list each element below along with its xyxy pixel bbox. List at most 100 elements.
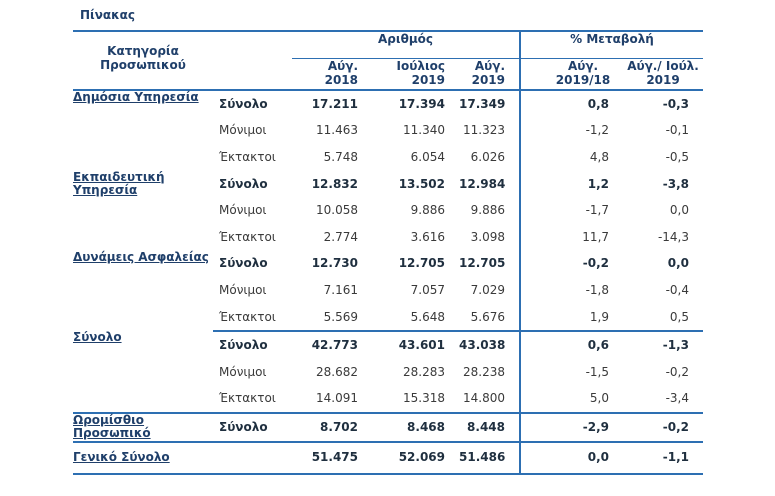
col-header-pct-yoy: Αύγ. 2019/18 bbox=[543, 58, 624, 91]
row-label: Σύνολο bbox=[219, 256, 268, 271]
value-aug2018: 42.773 bbox=[311, 338, 358, 353]
value-pct-yoy: 11,7 bbox=[582, 229, 610, 244]
value-aug2019: 5.676 bbox=[459, 303, 522, 333]
value-aug2019: 28.238 bbox=[459, 358, 522, 386]
value-pct-mom: -3,4 bbox=[623, 385, 704, 415]
value-jul2019: 5.648 bbox=[372, 303, 459, 333]
category-link[interactable]: Δυνάμεις Ασφαλείας bbox=[73, 249, 209, 264]
value-aug2018: 14.091 bbox=[292, 385, 372, 415]
value-jul2019: 13.502 bbox=[398, 176, 445, 191]
category-link[interactable]: Δημόσια Υπηρεσία bbox=[73, 90, 199, 104]
row-label: Σύνολο bbox=[219, 338, 268, 353]
value-aug2019: 3.098 bbox=[459, 223, 522, 251]
row-label: Μόνιμοι bbox=[219, 282, 267, 297]
change-group-header: % Μεταβολή bbox=[520, 30, 704, 59]
value-pct-mom: -14,3 bbox=[657, 229, 690, 244]
category-link[interactable]: Ωρομίσθιο Προσωπικό bbox=[73, 413, 213, 443]
value-pct-yoy: 0,6 bbox=[587, 338, 610, 353]
value-pct-yoy: 1,2 bbox=[587, 176, 610, 191]
row-label: Μόνιμοι bbox=[219, 364, 267, 379]
value-pct-yoy: -1,2 bbox=[585, 123, 610, 138]
value-pct-yoy: -1,5 bbox=[585, 364, 610, 379]
row-label: Σύνολο bbox=[219, 176, 268, 191]
value-aug2019: 12.984 bbox=[459, 170, 522, 198]
personnel-table: Κατηγορία Προσωπικού Αριθμός % Μεταβολή … bbox=[73, 30, 704, 475]
category-link[interactable]: Εκπαιδευτική Υπηρεσία bbox=[73, 169, 165, 197]
table-row: Έκτακτοι 2.774 3.616 3.098 11,7 -14,3 bbox=[73, 223, 703, 251]
value-jul2019: 28.283 bbox=[403, 364, 445, 379]
value-pct-mom: 0,0 bbox=[669, 203, 690, 218]
table-row: Ωρομίσθιο Προσωπικό Σύνολο 8.702 8.468 8… bbox=[73, 413, 704, 443]
table-row: Μόνιμοι 28.682 28.283 28.238 -1,5 -0,2 bbox=[73, 358, 703, 386]
value-jul2019: 43.601 bbox=[398, 338, 445, 353]
row-label: Έκτακτοι bbox=[219, 229, 276, 244]
value-pct-mom: 0,5 bbox=[623, 303, 704, 333]
value-jul2019: 6.054 bbox=[410, 149, 445, 164]
row-label: Μόνιμοι bbox=[219, 203, 267, 218]
value-jul2019: 15.318 bbox=[372, 385, 459, 415]
col-header-jul2019: Ιούλιος 2019 bbox=[372, 58, 459, 91]
table-row: Δυνάμεις Ασφαλείας Σύνολο 12.730 12.705 … bbox=[73, 250, 703, 278]
value-pct-yoy: -0,2 bbox=[582, 256, 610, 271]
value-aug2019: 9.886 bbox=[459, 197, 522, 224]
value-pct-yoy: 5,0 bbox=[543, 385, 624, 415]
value-aug2018: 51.475 bbox=[292, 441, 372, 475]
value-jul2019: 11.340 bbox=[403, 123, 445, 138]
table-row: Εκπαιδευτική Υπηρεσία Σύνολο 12.832 13.5… bbox=[73, 170, 703, 198]
value-pct-yoy: -1,8 bbox=[585, 282, 610, 297]
value-aug2019: 43.038 bbox=[459, 331, 522, 359]
value-jul2019: 9.886 bbox=[410, 203, 445, 218]
table-row: Έκτακτοι 5.569 5.648 5.676 1,9 0,5 bbox=[73, 303, 704, 333]
value-jul2019: 17.394 bbox=[398, 96, 445, 111]
category-link[interactable]: Γενικό Σύνολο bbox=[73, 441, 292, 475]
col-header-aug2019: Αύγ. 2019 bbox=[459, 58, 522, 91]
value-aug2018: 12.832 bbox=[311, 176, 358, 191]
value-aug2018: 5.748 bbox=[323, 149, 358, 164]
category-link[interactable]: Σύνολο bbox=[73, 331, 213, 415]
value-pct-yoy: -1,7 bbox=[585, 203, 610, 218]
value-jul2019: 7.057 bbox=[410, 282, 445, 297]
value-pct-yoy: -2,9 bbox=[543, 413, 624, 443]
value-aug2019: 8.448 bbox=[459, 413, 522, 443]
table-row: Έκτακτοι 5.748 6.054 6.026 4,8 -0,5 bbox=[73, 144, 703, 171]
value-aug2018: 10.058 bbox=[316, 203, 358, 218]
value-pct-mom: -0,2 bbox=[623, 413, 704, 443]
value-pct-mom: -0,3 bbox=[662, 96, 690, 111]
table-caption: Πίνακας bbox=[80, 8, 136, 22]
value-pct-mom: -0,1 bbox=[665, 123, 690, 138]
value-aug2019: 11.323 bbox=[459, 117, 522, 145]
value-aug2018: 7.161 bbox=[323, 282, 358, 297]
value-aug2019: 17.349 bbox=[459, 90, 522, 118]
table-row: Μόνιμοι 10.058 9.886 9.886 -1,7 0,0 bbox=[73, 197, 703, 224]
value-jul2019: 52.069 bbox=[372, 441, 459, 475]
row-label: Έκτακτοι bbox=[213, 385, 292, 415]
table-row: Μόνιμοι 11.463 11.340 11.323 -1,2 -0,1 bbox=[73, 117, 703, 145]
table-row: Σύνολο Σύνολο 42.773 43.601 43.038 0,6 -… bbox=[73, 331, 703, 415]
table-row: Μόνιμοι 7.161 7.057 7.029 -1,8 -0,4 bbox=[73, 277, 703, 304]
value-pct-mom: -3,8 bbox=[662, 176, 690, 191]
category-header: Κατηγορία Προσωπικού bbox=[73, 30, 213, 91]
value-aug2018: 5.569 bbox=[292, 303, 372, 333]
value-pct-mom: 0,0 bbox=[667, 256, 690, 271]
value-pct-mom: -0,2 bbox=[665, 364, 690, 379]
value-pct-yoy: 1,9 bbox=[543, 303, 624, 333]
value-jul2019: 8.468 bbox=[372, 413, 459, 443]
value-jul2019: 12.705 bbox=[398, 256, 445, 271]
value-aug2018: 12.730 bbox=[311, 256, 358, 271]
value-pct-yoy: 0,0 bbox=[543, 441, 624, 475]
col-header-pct-mom: Αύγ./ Ιούλ. 2019 bbox=[623, 58, 704, 91]
value-pct-mom: -1,1 bbox=[623, 441, 704, 475]
value-aug2018: 2.774 bbox=[323, 229, 358, 244]
table-row: Δημόσια Υπηρεσία Σύνολο 17.211 17.394 17… bbox=[73, 90, 703, 118]
row-label: Έκτακτοι bbox=[219, 149, 276, 164]
value-pct-mom: -0,4 bbox=[665, 282, 690, 297]
value-pct-mom: -0,5 bbox=[665, 149, 690, 164]
value-aug2018: 11.463 bbox=[316, 123, 358, 138]
col-header-aug2018: Αύγ. 2018 bbox=[292, 58, 372, 91]
header-spacer bbox=[213, 30, 292, 91]
value-jul2019: 3.616 bbox=[410, 229, 445, 244]
value-aug2018: 17.211 bbox=[311, 96, 358, 111]
value-aug2019: 12.705 bbox=[459, 250, 522, 278]
value-pct-yoy: 0,8 bbox=[587, 96, 610, 111]
value-aug2019: 6.026 bbox=[459, 144, 522, 171]
